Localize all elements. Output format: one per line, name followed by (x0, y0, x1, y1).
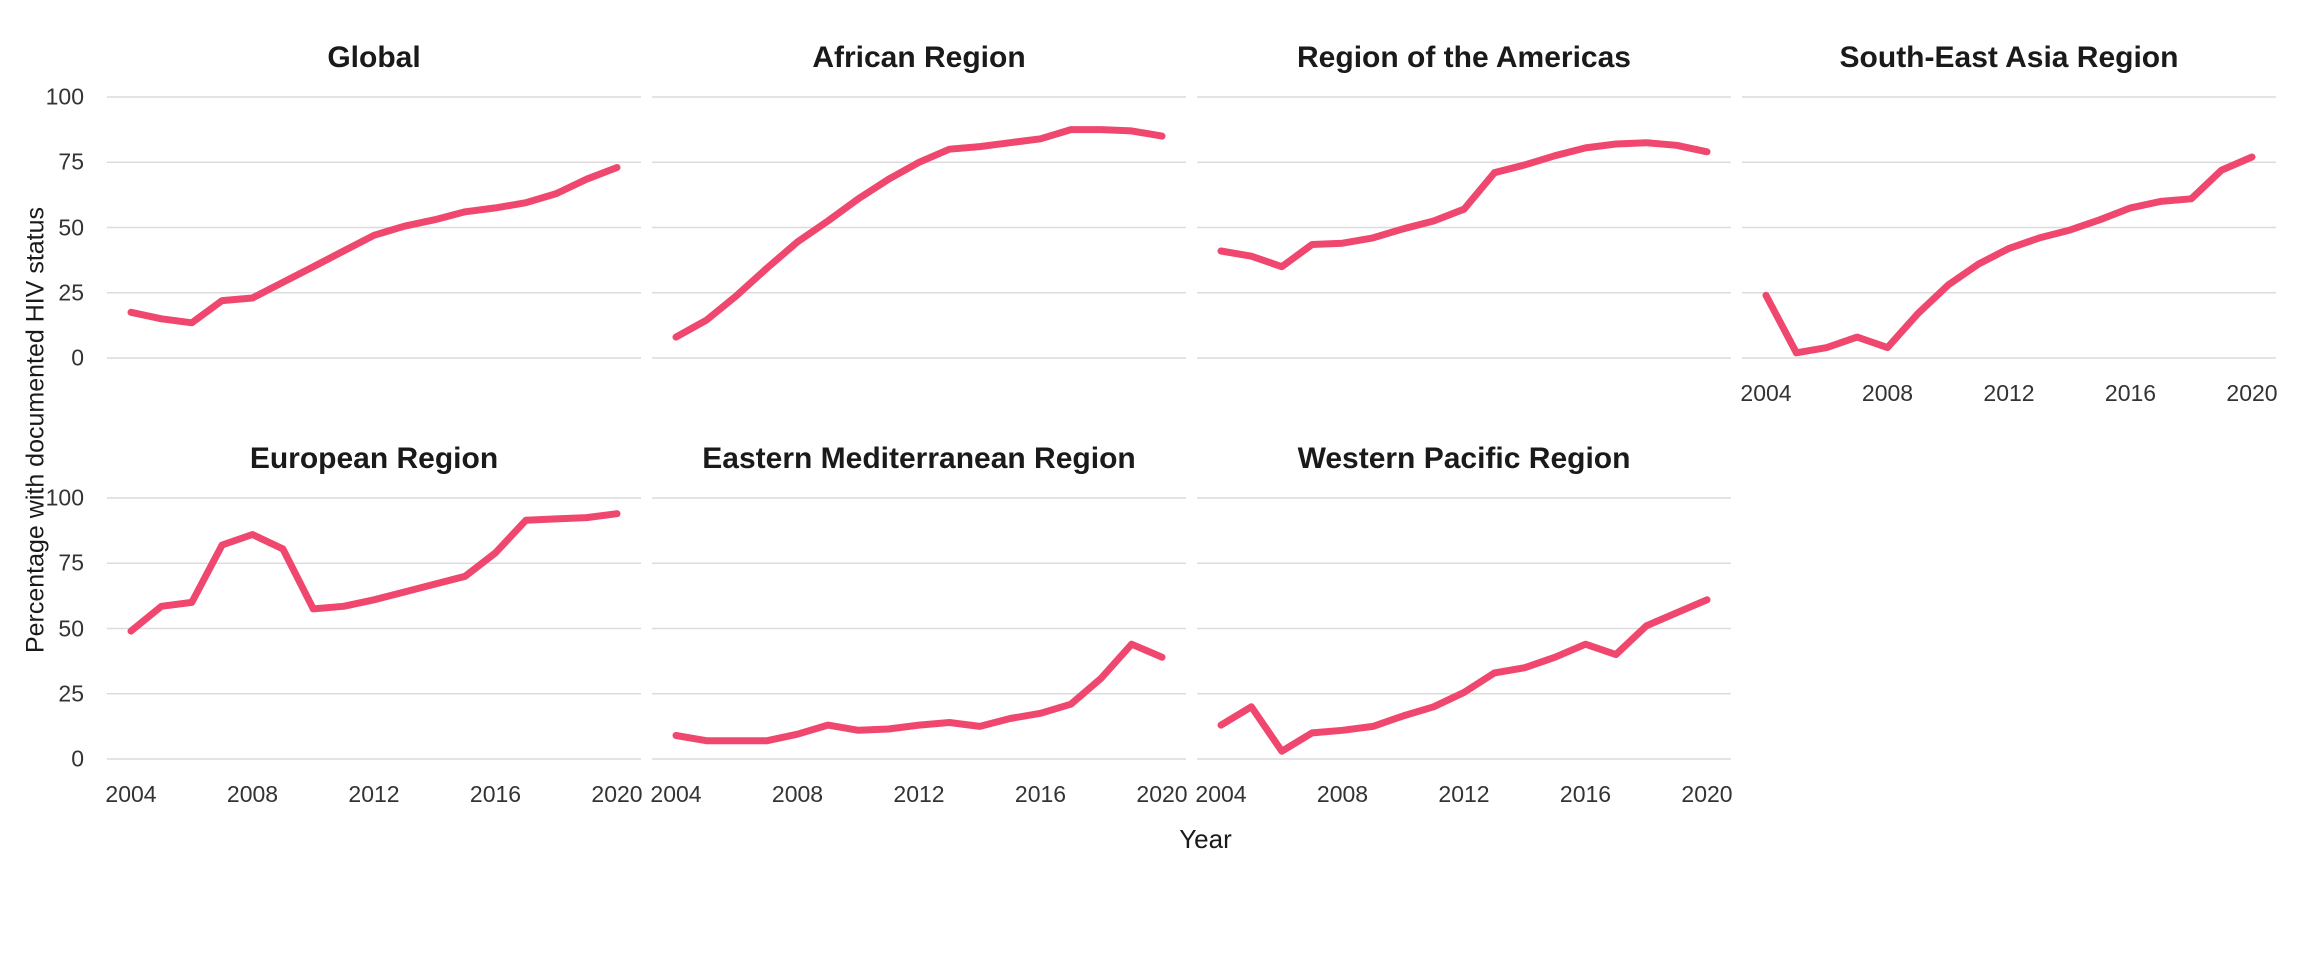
facet-grid: 0 25 50 75 100 Global African Region Region of … (0, 36, 2304, 808)
facet-panel-eastern-mediterranean-region: Eastern Mediterranean Region 2004 2008 2012… (650, 437, 1188, 808)
y-tick-label: 100 (45, 484, 84, 511)
x-axis-strip-european-region: 2004 2008 2012 2016 2020 (105, 772, 643, 808)
y-axis-strip-spacer (0, 772, 96, 808)
x-tick-label: 2008 (1316, 781, 1369, 807)
facet-title-eastern-mediterranean-region: Eastern Mediterranean Region (702, 442, 1136, 475)
y-tick-label: 0 (71, 745, 84, 772)
trend-line-south-east-asia-region (1762, 153, 2256, 357)
trend-line-global (127, 164, 621, 327)
y-axis-title-spacer (0, 437, 96, 485)
facet-chart-global (107, 96, 641, 359)
y-axis-ticks: 0 25 50 75 100 (0, 84, 96, 371)
trend-line-african-region (672, 126, 1166, 341)
facet-panel-region-of-the-americas: Region of the Americas (1197, 36, 1731, 407)
y-axis-ticks: 0 25 50 75 100 (0, 485, 96, 772)
trend-line-region-of-the-americas (1217, 139, 1711, 271)
trend-line-western-pacific-region (1217, 596, 1711, 755)
facet-title-global: Global (327, 41, 421, 74)
x-tick-label: 2012 (1438, 781, 1490, 807)
facet-title-european-region: European Region (249, 442, 499, 475)
x-axis-strip-african-region (652, 371, 1186, 407)
x-axis-title-wrap: Year (0, 824, 2304, 855)
facet-title-region-of-the-americas: Region of the Americas (1297, 41, 1631, 74)
x-tick-label: 2012 (893, 781, 945, 807)
y-tick-label: 50 (58, 615, 84, 641)
x-tick-label: 2004 (1195, 781, 1247, 807)
x-tick-label: 2020 (1136, 781, 1188, 807)
facet-chart-western-pacific-region (1197, 497, 1731, 760)
trend-line-eastern-mediterranean-region (672, 640, 1166, 745)
y-tick-label: 50 (58, 214, 84, 240)
facet-chart-african-region (652, 96, 1186, 359)
facet-panel-european-region: European Region 2004 2008 2012 2016 2020 (105, 437, 643, 808)
empty-facet-slot (1742, 437, 2276, 808)
x-tick-label: 2016 (2104, 380, 2157, 406)
facet-chartbox-region-of-the-americas (1197, 84, 1731, 371)
y-tick-label: 0 (71, 344, 84, 371)
x-tick-label: 2020 (2226, 380, 2278, 406)
y-axis-title-spacer (0, 36, 96, 84)
facet-panel-african-region: African Region (652, 36, 1186, 407)
facet-panel-western-pacific-region: Western Pacific Region 2004 2008 2012 2016 20… (1195, 437, 1733, 808)
x-tick-label: 2008 (1861, 380, 1914, 406)
facet-chartbox-south-east-asia-region (1742, 84, 2276, 371)
x-axis-strip-global (107, 371, 641, 407)
facet-chartbox-european-region (107, 485, 641, 772)
facet-chart-european-region (107, 497, 641, 760)
x-tick-label: 2008 (771, 781, 824, 807)
facet-chartbox-global (107, 84, 641, 371)
x-tick-label: 2016 (469, 781, 522, 807)
x-axis-title: Year (1179, 824, 1232, 854)
facet-chart-region-of-the-americas (1197, 96, 1731, 359)
facet-panel-global: Global (107, 36, 641, 407)
y-axis-tick-column-row-0: 0 25 50 75 100 (0, 36, 96, 407)
y-tick-label: 100 (45, 83, 84, 110)
facet-chartbox-western-pacific-region (1197, 485, 1731, 772)
facet-title-south-east-asia-region: South-East Asia Region (1839, 41, 2179, 74)
facet-chartbox-african-region (652, 84, 1186, 371)
y-tick-label: 75 (58, 549, 84, 576)
x-tick-label: 2008 (226, 781, 279, 807)
facet-chart-eastern-mediterranean-region (652, 497, 1186, 760)
y-tick-label: 75 (58, 148, 84, 175)
x-tick-label: 2004 (650, 781, 702, 807)
facet-chartbox-eastern-mediterranean-region (652, 485, 1186, 772)
x-tick-label: 2016 (1559, 781, 1612, 807)
x-tick-label: 2020 (1681, 781, 1733, 807)
x-tick-label: 2012 (1983, 380, 2035, 406)
y-axis-tick-column-row-1: 0 25 50 75 100 (0, 437, 96, 808)
y-tick-label: 25 (58, 680, 84, 707)
x-axis-strip-western-pacific-region: 2004 2008 2012 2016 2020 (1195, 772, 1733, 808)
y-tick-label: 25 (58, 279, 84, 306)
x-tick-label: 2020 (591, 781, 643, 807)
x-tick-label: 2016 (1014, 781, 1067, 807)
x-tick-label: 2004 (105, 781, 157, 807)
y-axis-strip-spacer (0, 371, 96, 407)
facet-title-african-region: African Region (812, 41, 1026, 74)
x-axis-strip-region-of-the-americas (1197, 371, 1731, 407)
facet-panel-south-east-asia-region: South-East Asia Region 2004 2008 2012 2016 20… (1740, 36, 2278, 407)
x-tick-label: 2012 (348, 781, 400, 807)
x-axis-strip-south-east-asia-region: 2004 2008 2012 2016 2020 (1740, 371, 2278, 407)
trend-line-european-region (127, 510, 621, 635)
x-tick-label: 2004 (1740, 380, 1792, 406)
x-axis-strip-eastern-mediterranean-region: 2004 2008 2012 2016 2020 (650, 772, 1188, 808)
facet-title-western-pacific-region: Western Pacific Region (1297, 442, 1631, 475)
facet-chart-south-east-asia-region (1742, 96, 2276, 359)
